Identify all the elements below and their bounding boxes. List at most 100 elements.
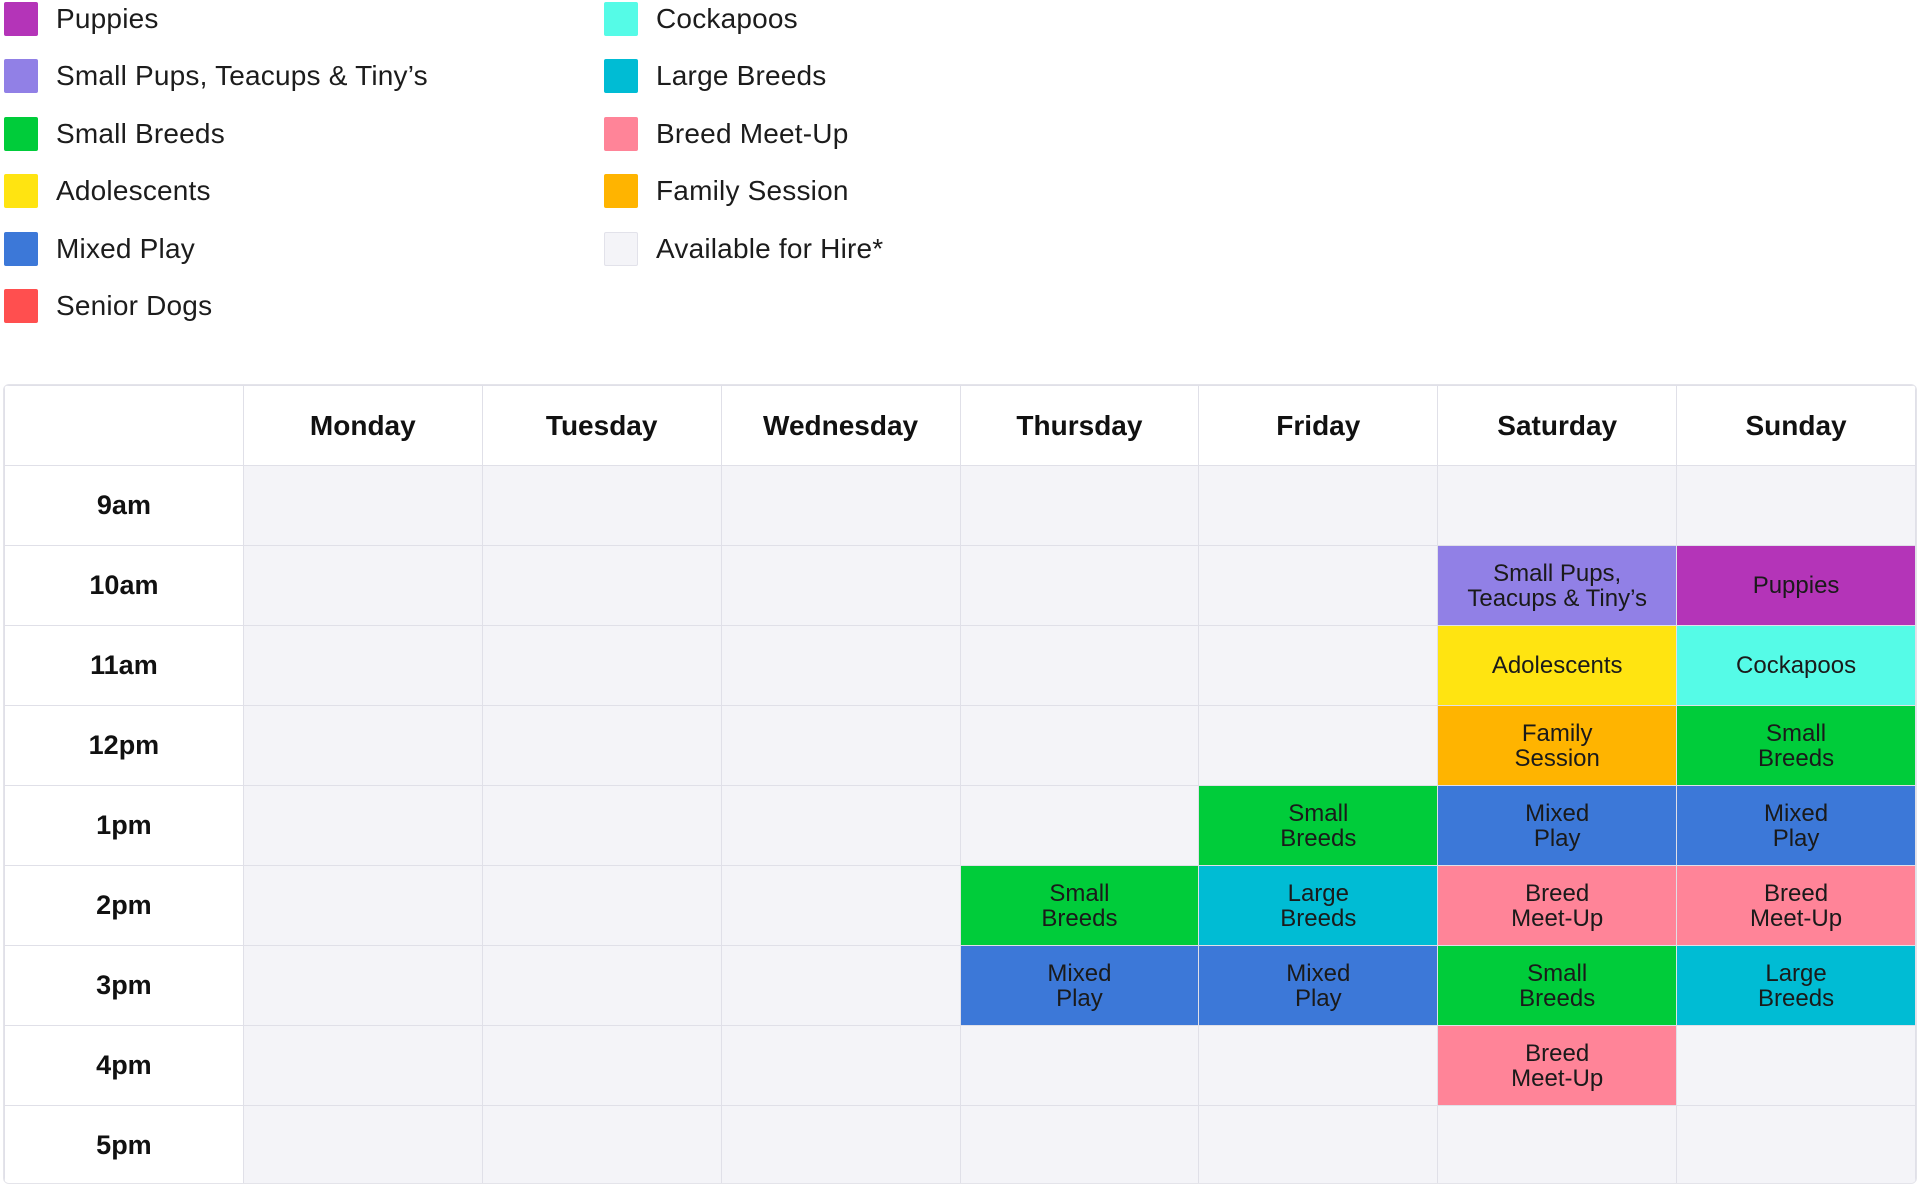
available-slot[interactable] — [481, 465, 722, 546]
legend-item: Senior Dogs — [4, 278, 428, 336]
time-row: 12pm Family Session Small Breeds — [4, 705, 1916, 786]
session-block[interactable]: Large Breeds — [1198, 865, 1439, 946]
available-slot[interactable] — [720, 785, 961, 866]
legend-label: Puppies — [56, 2, 159, 34]
available-slot[interactable] — [959, 705, 1200, 786]
legend-label: Adolescents — [56, 175, 211, 207]
available-slot[interactable] — [242, 465, 483, 546]
session-block[interactable]: Puppies — [1676, 545, 1916, 626]
time-row: 11am Adolescents Cockapoos — [4, 625, 1916, 706]
available-slot[interactable] — [959, 625, 1200, 706]
available-slot[interactable] — [959, 785, 1200, 866]
session-label: Adolescents — [1491, 652, 1623, 679]
session-block[interactable]: Mixed Play — [1437, 785, 1678, 866]
available-slot[interactable] — [242, 1025, 483, 1106]
time-label: 2pm — [4, 865, 244, 946]
available-slot[interactable] — [481, 1025, 722, 1106]
session-label: Breed Meet-Up — [1750, 879, 1843, 932]
available-slot[interactable] — [1676, 465, 1916, 546]
time-label: 11am — [4, 625, 244, 706]
available-slot[interactable] — [481, 1105, 722, 1183]
session-block[interactable]: Family Session — [1437, 705, 1678, 786]
legend-swatch — [604, 174, 638, 209]
available-slot[interactable] — [959, 465, 1200, 546]
available-slot[interactable] — [481, 865, 722, 946]
session-block[interactable]: Small Pups, Teacups & Tiny’s — [1437, 545, 1678, 626]
available-slot[interactable] — [1437, 1105, 1678, 1183]
time-row: 3pm Mixed Play Mixed Play Small Breeds Large… — [4, 945, 1916, 1026]
legend-item: Cockapoos — [604, 0, 883, 48]
available-slot[interactable] — [481, 705, 722, 786]
legend-swatch — [4, 174, 38, 209]
available-slot[interactable] — [959, 1025, 1200, 1106]
day-header-tuesday: Tuesday — [481, 385, 722, 466]
available-slot[interactable] — [720, 545, 961, 626]
available-slot[interactable] — [1198, 1105, 1439, 1183]
available-slot[interactable] — [481, 945, 722, 1026]
time-label: 4pm — [4, 1025, 244, 1106]
session-block[interactable]: Small Breeds — [1676, 705, 1916, 786]
time-row: 10am Small Pups, Teacups & Tiny’s Puppies — [4, 545, 1916, 626]
session-block[interactable]: Small Breeds — [1437, 945, 1678, 1026]
available-slot[interactable] — [242, 865, 483, 946]
available-slot[interactable] — [720, 945, 961, 1026]
time-label: 12pm — [4, 705, 244, 786]
session-label: Small Pups, Teacups & Tiny’s — [1467, 559, 1648, 612]
available-slot[interactable] — [1198, 545, 1439, 626]
session-block[interactable]: Mixed Play — [1198, 945, 1439, 1026]
legend-swatch — [4, 231, 38, 266]
available-slot[interactable] — [481, 545, 722, 626]
time-row: 9am — [4, 465, 1916, 546]
session-block[interactable]: Breed Meet-Up — [1676, 865, 1916, 946]
session-block[interactable]: Cockapoos — [1676, 625, 1916, 706]
available-slot[interactable] — [1676, 1105, 1916, 1183]
legend-label: Breed Meet-Up — [656, 117, 849, 149]
day-header-thursday: Thursday — [959, 385, 1200, 466]
session-label: Mixed Play — [1286, 959, 1351, 1012]
available-slot[interactable] — [720, 465, 961, 546]
legend-item: Small Pups, Teacups & Tiny’s — [4, 48, 428, 106]
available-slot[interactable] — [720, 625, 961, 706]
available-slot[interactable] — [242, 545, 483, 626]
session-block[interactable]: Mixed Play — [959, 945, 1200, 1026]
session-block[interactable]: Adolescents — [1437, 625, 1678, 706]
available-slot[interactable] — [1198, 1025, 1439, 1106]
session-label: Small Breeds — [1758, 719, 1835, 772]
available-slot[interactable] — [720, 705, 961, 786]
legend-item: Adolescents — [4, 163, 428, 221]
session-label: Mixed Play — [1047, 959, 1112, 1012]
available-slot[interactable] — [242, 945, 483, 1026]
legend-label: Cockapoos — [656, 2, 798, 34]
legend-swatch — [604, 1, 638, 36]
legend-label: Small Breeds — [56, 117, 225, 149]
available-slot[interactable] — [959, 545, 1200, 626]
session-block[interactable]: Breed Meet-Up — [1437, 1025, 1678, 1106]
available-slot[interactable] — [720, 1025, 961, 1106]
legend-label: Large Breeds — [656, 60, 827, 92]
session-block[interactable]: Small Breeds — [959, 865, 1200, 946]
legend-swatch — [4, 289, 38, 324]
available-slot[interactable] — [481, 785, 722, 866]
available-slot[interactable] — [1198, 705, 1439, 786]
session-block[interactable]: Breed Meet-Up — [1437, 865, 1678, 946]
day-header-row: Monday Tuesday Wednesday Thursday Friday… — [4, 385, 1916, 466]
session-block[interactable]: Large Breeds — [1676, 945, 1916, 1026]
available-slot[interactable] — [959, 1105, 1200, 1183]
available-slot[interactable] — [1198, 625, 1439, 706]
available-slot[interactable] — [242, 705, 483, 786]
session-block[interactable]: Small Breeds — [1198, 785, 1439, 866]
schedule-grid: Monday Tuesday Wednesday Thursday Friday… — [3, 384, 1917, 1184]
available-slot[interactable] — [1198, 465, 1439, 546]
available-slot[interactable] — [481, 625, 722, 706]
available-slot[interactable] — [1676, 1025, 1916, 1106]
legend-item: Puppies — [4, 0, 428, 48]
available-slot[interactable] — [1437, 465, 1678, 546]
legend-swatch — [4, 116, 38, 151]
available-slot[interactable] — [720, 865, 961, 946]
available-slot[interactable] — [242, 1105, 483, 1183]
available-slot[interactable] — [242, 625, 483, 706]
legend-label: Family Session — [656, 175, 849, 207]
available-slot[interactable] — [720, 1105, 961, 1183]
session-block[interactable]: Mixed Play — [1676, 785, 1916, 866]
available-slot[interactable] — [242, 785, 483, 866]
